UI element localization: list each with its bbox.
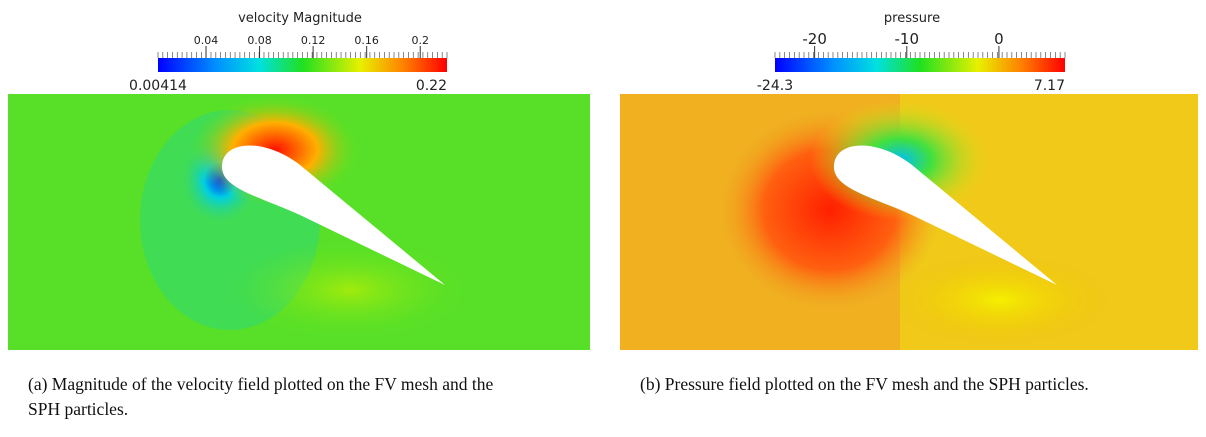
colorbar-title: velocity Magnitude: [238, 11, 362, 26]
range-min: 0.00414: [129, 78, 187, 94]
tick-label: 0.08: [247, 34, 272, 47]
colorbar: [775, 58, 1065, 72]
tick-label: -10: [895, 30, 920, 48]
range-min: -24.3: [757, 78, 793, 94]
tick-label: 0.2: [411, 34, 429, 47]
tick-label: 0.12: [301, 34, 326, 47]
caption: (a) Magnitude of the velocity field plot…: [28, 374, 494, 419]
range-max: 7.17: [1034, 78, 1065, 94]
tick-label: -20: [802, 30, 827, 48]
range-max: 0.22: [416, 78, 447, 94]
figure: velocity Magnitude 0.04 0.08 0.12 0.16 0.2 0.0…: [8, 11, 1198, 350]
colorbar: [158, 58, 447, 72]
pressure-field: [620, 94, 1198, 350]
velocity-field: [8, 94, 590, 350]
tick-label: 0: [994, 30, 1004, 48]
caption: (b) Pressure field plotted on the FV mes…: [640, 374, 1089, 394]
tick-label: 0.04: [194, 34, 219, 47]
tick-label: 0.16: [354, 34, 379, 47]
colorbar-title: pressure: [884, 11, 940, 26]
